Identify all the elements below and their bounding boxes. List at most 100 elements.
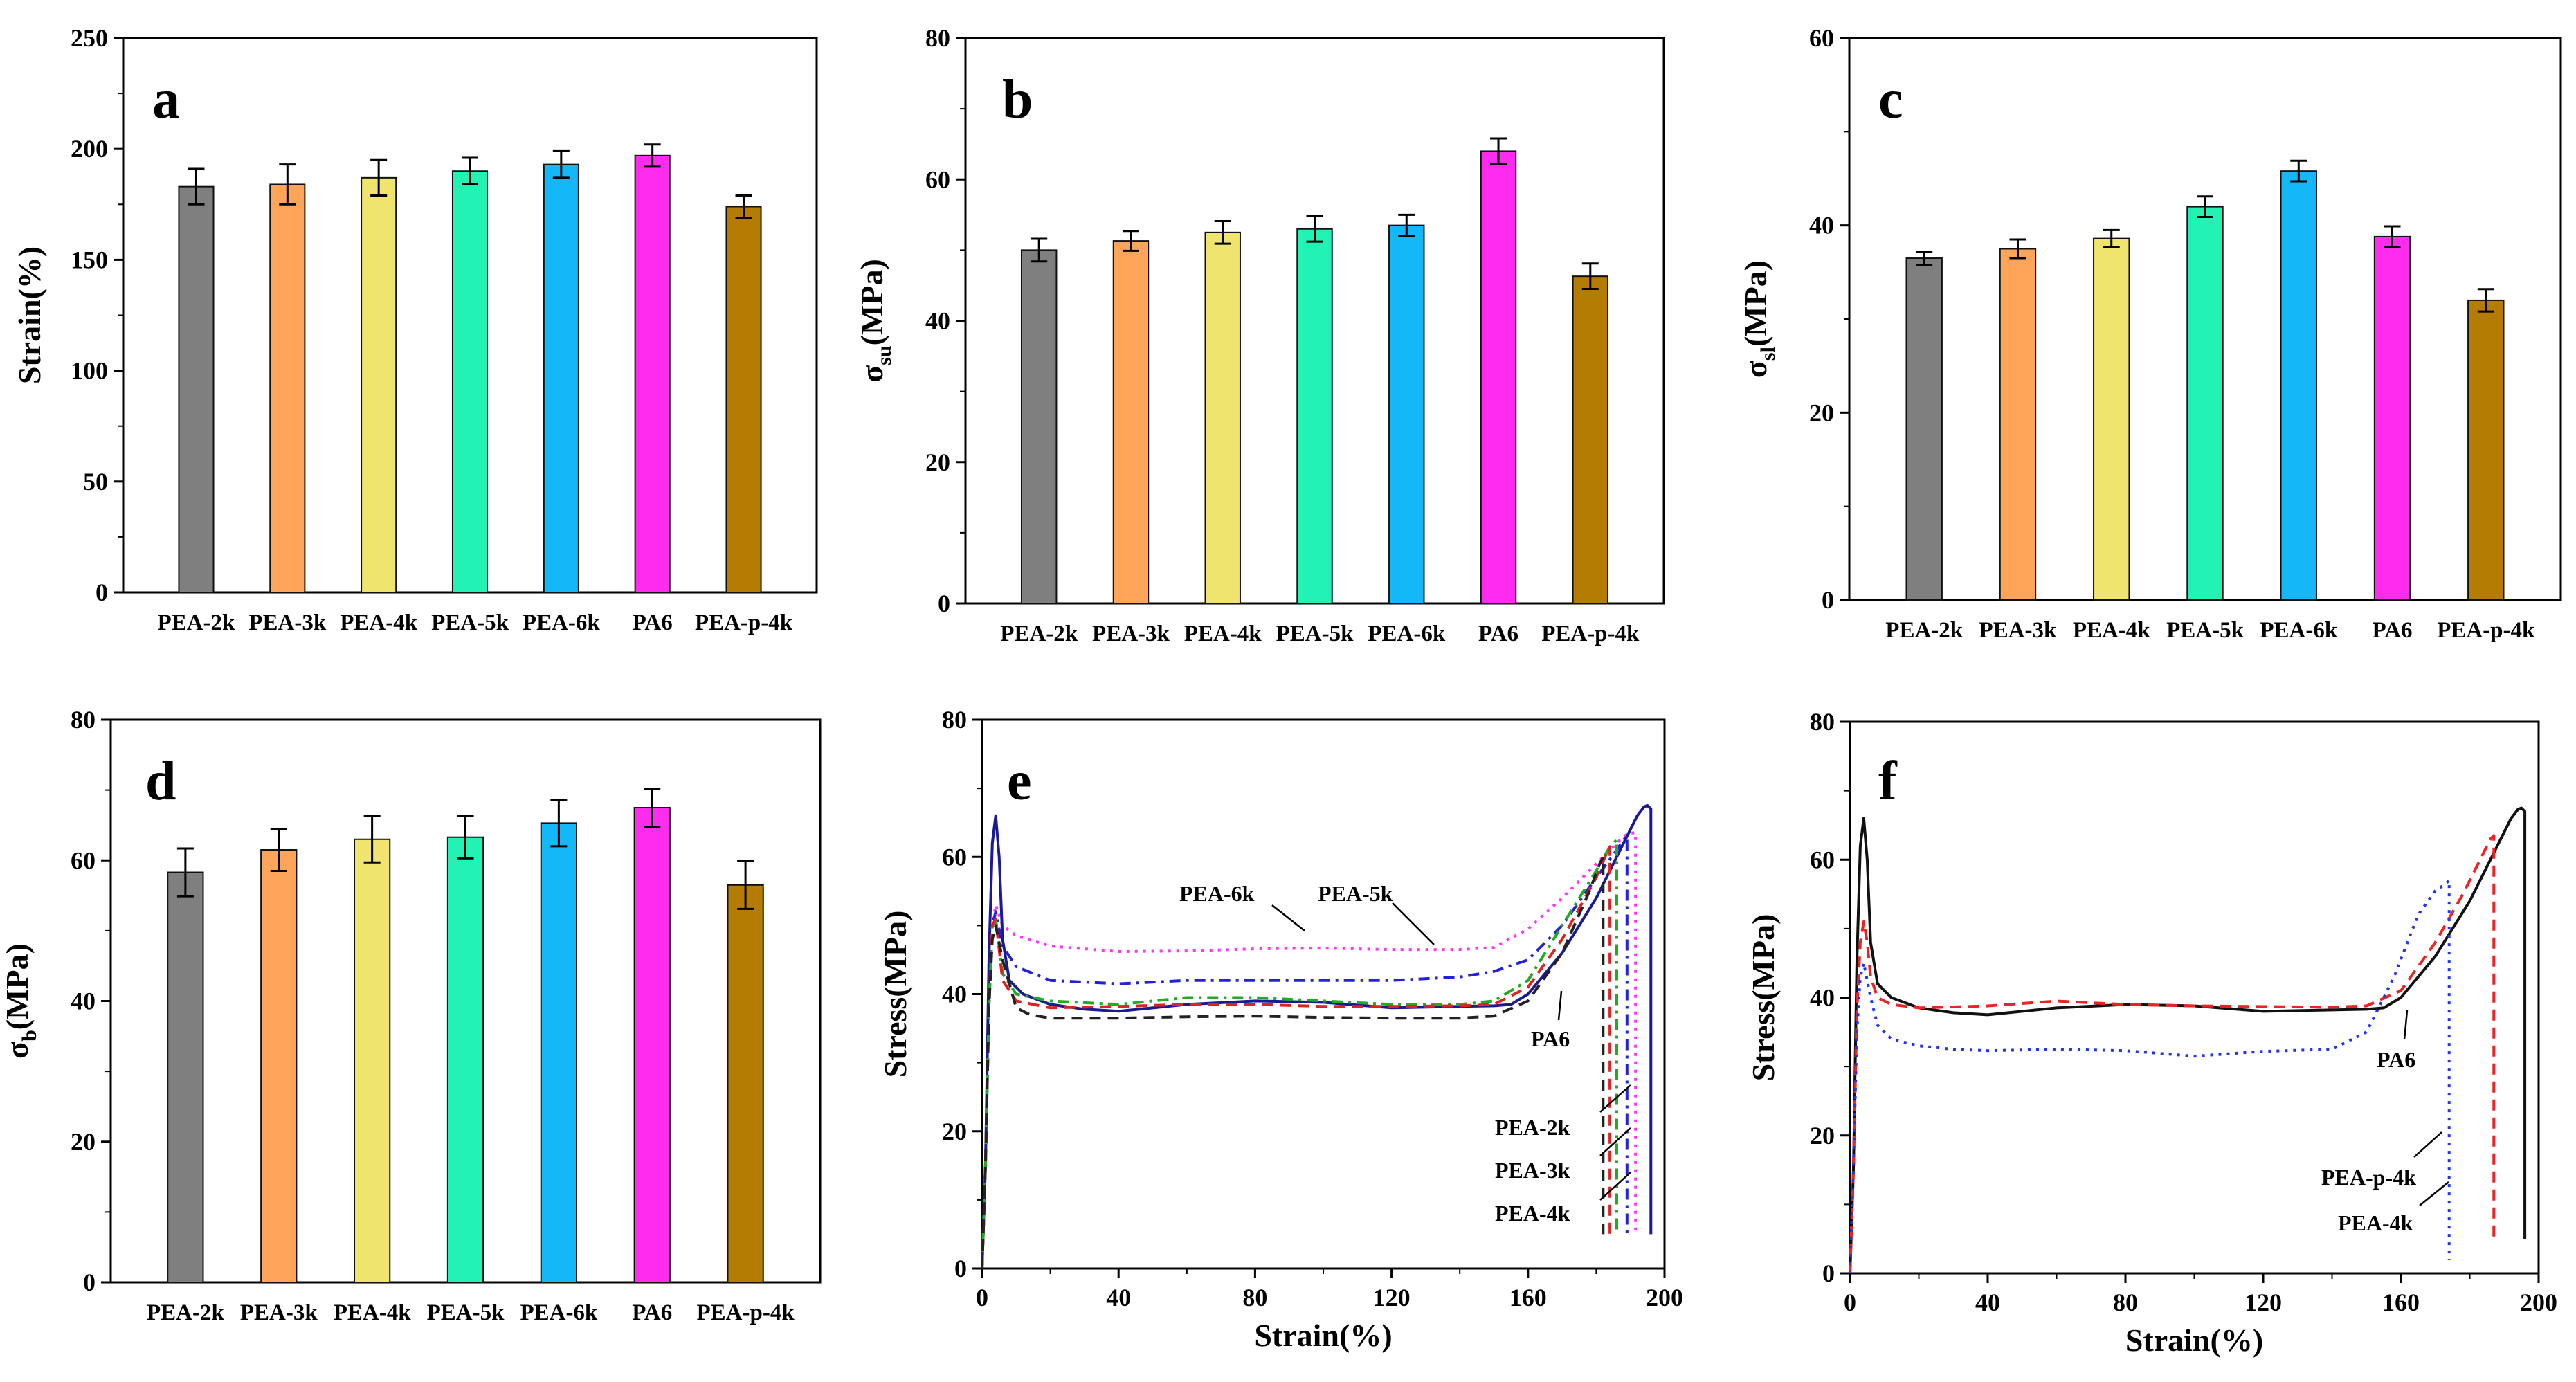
y-axis-ytick-label: 0 (954, 1255, 967, 1282)
bar-pea-4k (354, 838, 391, 1283)
y-axis-ytick-label: 60 (1810, 846, 1835, 873)
y-axis-ytick-label: 0 (938, 590, 950, 617)
annotation-leader (1599, 1127, 1631, 1156)
y-axis-label: σsu(MPa) (854, 259, 896, 383)
bar-pea-p-4k (725, 206, 762, 593)
y-axis-ytick-label: 60 (71, 846, 96, 874)
y-axis-ytick-label: 0 (1822, 1260, 1835, 1287)
y-axis-label-symbol: σ (0, 1042, 35, 1059)
x-axis-tick-label: 120 (1373, 1284, 1411, 1311)
y-axis-ytick-label: 50 (83, 468, 108, 495)
x-category-label: PEA-6k (523, 610, 600, 635)
panel-e-stress-strain-chart: PEA-6k PEA-5k PA6 PEA-2k PEA-3k PEA-4k 0… (878, 706, 1683, 1353)
bar-pea-p-4k (1572, 275, 1609, 604)
y-axis-ytick-label: 60 (1809, 24, 1834, 52)
x-axis-tick-label: 40 (1106, 1284, 1131, 1311)
x-category-label: PEA-6k (520, 1300, 597, 1325)
bar-pea-3k (260, 849, 298, 1283)
panel-letter: a (152, 69, 180, 130)
x-category-label: PEA-6k (1368, 621, 1445, 646)
y-axis-ytick-label: 40 (1809, 212, 1834, 239)
x-axis-tick-label: 0 (976, 1284, 988, 1311)
y-axis-label: Stress(MPa) (878, 911, 913, 1078)
label-pea-3k: PEA-3k (1495, 1158, 1570, 1183)
y-axis-ytick-label: 80 (942, 706, 967, 734)
bar-pea-6k (540, 822, 577, 1284)
x-axis-tick-label: 80 (1242, 1284, 1267, 1311)
y-axis-ytick-label: 20 (925, 448, 950, 476)
bar-pea-3k (1999, 248, 2037, 601)
y-axis-label-unit: (MPa) (0, 943, 35, 1030)
x-category-label: PEA-5k (431, 610, 509, 635)
x-axis-label: Strain(%) (2125, 1322, 2263, 1358)
y-axis-label-subscript: sl (1757, 347, 1779, 361)
y-axis-ytick-label: 250 (71, 24, 108, 52)
y-axis-label-subscript: b (18, 1030, 41, 1042)
x-axis-label: Strain(%) (1254, 1318, 1392, 1353)
annotation-leader (1271, 904, 1305, 931)
bar-pea-5k (2186, 206, 2224, 601)
annotation-leader (2419, 1181, 2449, 1206)
y-axis-label-subscript: su (873, 345, 896, 365)
bar-pa6 (634, 154, 671, 593)
y-axis-ytick-label: 20 (1810, 1122, 1835, 1149)
y-axis-ytick-label: 0 (83, 1269, 96, 1296)
label-pea-p-4k: PEA-p-4k (2321, 1165, 2416, 1190)
x-axis-tick-label: 200 (1646, 1284, 1683, 1311)
label-pea-2k: PEA-2k (1495, 1115, 1570, 1140)
panel-letter: e (1007, 751, 1032, 812)
bar-pea-5k (1296, 228, 1333, 604)
x-category-label: PEA-2k (147, 1300, 224, 1325)
x-category-label: PA6 (1478, 621, 1518, 646)
x-category-label: PEA-3k (1979, 618, 2057, 643)
bar-pea-2k (178, 185, 215, 593)
x-category-label: PEA-5k (427, 1300, 505, 1325)
y-axis-label: σsl(MPa) (1738, 260, 1779, 378)
y-axis-ytick-label: 100 (71, 357, 108, 385)
y-axis-ytick-label: 0 (1822, 586, 1834, 614)
y-axis-ytick-label: 80 (1810, 708, 1835, 736)
annotation-leader (1557, 990, 1563, 1021)
annotation-leader (1599, 1172, 1631, 1201)
annotation-leader (1392, 902, 1435, 945)
series-line-pea-4k (1849, 834, 2496, 1274)
x-axis-tick-label: 40 (1975, 1289, 2000, 1316)
series-line-pea-5k (981, 835, 1629, 1269)
x-category-label: PEA-p-4k (695, 610, 793, 635)
x-category-label: PEA-4k (2073, 618, 2150, 643)
panel-letter: f (1878, 751, 1898, 812)
plot-frame (981, 718, 1666, 1270)
bar-pea-3k (269, 183, 306, 593)
y-axis-ytick-label: 20 (942, 1118, 967, 1145)
bar-pa6 (1480, 150, 1517, 604)
panel-letter: d (145, 751, 176, 812)
y-axis-ytick-label: 40 (1810, 984, 1835, 1012)
x-category-label: PEA-2k (1000, 621, 1078, 646)
label-pea-6k: PEA-6k (1179, 881, 1255, 906)
y-axis-ytick-label: 20 (71, 1128, 96, 1156)
panel-a-strain-bar-chart: 0 50 100 150 200 250 PEA-2k PEA-3k PEA-4k PEA-5k P… (12, 24, 818, 635)
label-pa6: PA6 (1531, 1026, 1570, 1051)
x-category-label: PEA-2k (158, 610, 235, 635)
bar-pa6 (633, 807, 671, 1283)
panel-letter: b (1002, 69, 1033, 130)
y-axis-ytick-label: 60 (925, 165, 950, 193)
bar-pea-6k (1388, 224, 1425, 605)
label-pea-4k: PEA-4k (1495, 1201, 1570, 1226)
x-category-label: PA6 (2373, 618, 2413, 643)
y-axis-ytick-label: 200 (71, 135, 108, 163)
panel-b-sigma-su-bar-chart: 0 20 40 60 80 PEA-2k PEA-3k PEA-4k PEA-5k PEA-6k P… (854, 24, 1665, 646)
y-axis-ytick-label: 40 (942, 981, 967, 1008)
x-category-label: PEA-2k (1885, 618, 1963, 643)
x-category-label: PEA-3k (240, 1300, 318, 1325)
y-axis-ytick-label: 150 (71, 246, 108, 273)
x-category-label: PEA-6k (2260, 618, 2337, 643)
y-axis-label: Strain(%) (12, 246, 47, 384)
y-axis-label-symbol: σ (1738, 361, 1773, 378)
y-axis-label-unit: (MPa) (854, 259, 889, 345)
bar-pea-3k (1112, 240, 1150, 604)
panel-d-sigma-b-bar-chart: 0 20 40 60 80 PEA-2k PEA-3k PEA-4k PEA-5k PEA-6k P… (0, 706, 822, 1325)
bar-pea-p-4k (727, 884, 764, 1283)
x-category-label: PEA-p-4k (2437, 618, 2535, 643)
